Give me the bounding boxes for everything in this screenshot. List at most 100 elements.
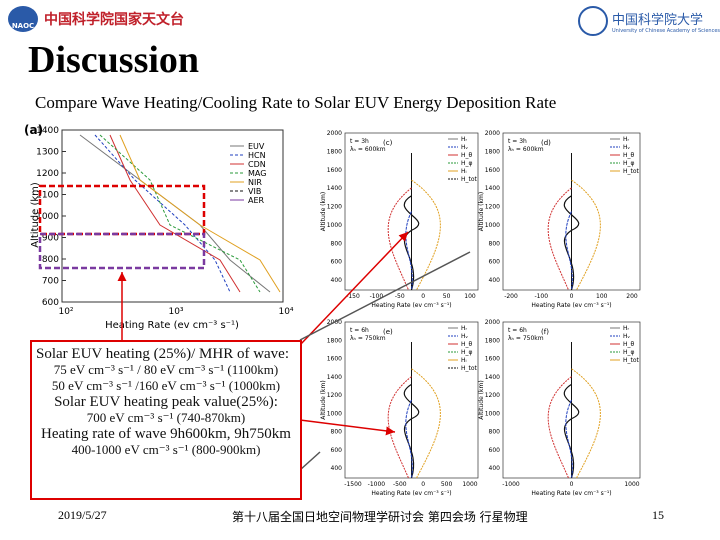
box-heading: Heating rate of wave 9h600km, 9h750km xyxy=(41,426,291,442)
legend-label: H_θ xyxy=(461,341,473,348)
legend-label: MAG xyxy=(248,169,266,178)
highlight-box xyxy=(38,232,206,270)
y-tick-label: 400 xyxy=(331,277,343,284)
y-tick-label: 1000 xyxy=(485,222,500,229)
x-tick-label: -150 xyxy=(346,293,360,300)
arrow xyxy=(299,451,321,471)
y-tick-label: 1300 xyxy=(36,148,59,158)
y-tick-label: 800 xyxy=(489,429,501,436)
y-axis-label: Altitude (km) xyxy=(30,182,41,248)
y-tick-label: 700 xyxy=(42,277,59,287)
y-tick-label: 1400 xyxy=(36,126,59,136)
y-tick-label: 900 xyxy=(42,234,59,244)
panel-param: λₕ = 750km xyxy=(508,335,544,342)
legend-label: H_φ xyxy=(461,160,473,167)
x-axis-label: Heating Rate (ev cm⁻³ s⁻¹) xyxy=(531,302,611,309)
box-line: 400-1000 eV cm⁻³ s⁻¹ (800-900km) xyxy=(71,442,261,457)
x-tick-label: -500 xyxy=(393,481,407,488)
legend-label: Hᵣ xyxy=(623,136,630,143)
box-line: 75 eV cm⁻³ s⁻¹ / 80 eV cm⁻³ s⁻¹ (1100km) xyxy=(53,362,279,377)
y-tick-label: 1600 xyxy=(327,356,342,363)
legend-label: Hᵣ xyxy=(623,325,630,332)
y-tick-label: 1000 xyxy=(327,410,342,417)
y-tick-label: 600 xyxy=(42,298,59,308)
y-tick-label: 400 xyxy=(489,465,501,472)
y-tick-label: 800 xyxy=(331,240,343,247)
box-heading: Solar EUV heating (25%)/ MHR of wave: xyxy=(36,346,290,362)
y-tick-label: 800 xyxy=(489,240,501,247)
right-logo: 中国科学院大学 University of Chinese Academy of… xyxy=(578,6,720,36)
y-tick-label: 1800 xyxy=(485,337,500,344)
legend-label: H_φ xyxy=(623,160,635,167)
y-tick-label: 600 xyxy=(331,447,343,454)
legend-label: H_tot xyxy=(623,168,640,175)
panel-param: t = 6h xyxy=(508,327,527,334)
y-tick-label: 1600 xyxy=(485,167,500,174)
x-tick-label: -1500 xyxy=(344,481,362,488)
y-axis-label: Altitude (km) xyxy=(320,192,327,231)
curve xyxy=(571,179,601,291)
panel-param: λₕ = 600km xyxy=(508,146,544,153)
y-tick-label: 1400 xyxy=(485,374,500,381)
curve xyxy=(563,383,580,479)
footer-event: 第十八届全国日地空间物理学研讨会 第四会场 行星物理 xyxy=(232,510,528,524)
x-tick-label: 100 xyxy=(464,293,476,300)
y-tick-label: 400 xyxy=(331,465,343,472)
legend-label: Hᵢ xyxy=(461,357,467,364)
legend-label: Hᵥ xyxy=(461,333,469,340)
panel-param: λₕ = 750km xyxy=(350,335,386,342)
curve xyxy=(109,134,241,293)
x-tick-label: 10³ xyxy=(168,307,183,317)
footer-date: 2019/5/27 xyxy=(58,508,107,522)
legend-label: Hᵢ xyxy=(461,168,467,175)
y-tick-label: 1400 xyxy=(327,374,342,381)
legend-label: H_tot xyxy=(461,176,478,183)
legend-label: H_tot xyxy=(623,357,640,364)
box-line: 50 eV cm⁻³ s⁻¹ /160 eV cm⁻³ s⁻¹ (1000km) xyxy=(51,378,281,393)
curve xyxy=(387,376,412,479)
y-tick-label: 1000 xyxy=(485,410,500,417)
x-tick-label: 100 xyxy=(596,293,608,300)
legend-label: H_θ xyxy=(461,152,473,159)
x-axis-label: Heating Rate (ev cm⁻³ s⁻¹) xyxy=(371,302,451,309)
y-tick-label: 600 xyxy=(331,259,343,266)
curve xyxy=(565,211,573,291)
slide-title: Discussion xyxy=(28,39,200,81)
y-tick-label: 800 xyxy=(331,429,343,436)
legend-label: CDN xyxy=(248,160,266,169)
y-tick-label: 1800 xyxy=(327,148,342,155)
panel-label: (a) xyxy=(24,123,43,137)
arrow xyxy=(299,231,409,346)
x-tick-label: -50 xyxy=(395,293,405,300)
curve xyxy=(411,179,441,291)
x-tick-label: 200 xyxy=(626,293,638,300)
legend-label: H_θ xyxy=(623,152,635,159)
logo-text-group: 中国科学院大学 University of Chinese Academy of… xyxy=(612,9,720,34)
y-tick-label: 1100 xyxy=(36,191,59,201)
logo-mark xyxy=(578,6,608,36)
curve xyxy=(403,195,420,291)
x-tick-label: 0 xyxy=(421,481,425,488)
box-line: 700 eV cm⁻³ s⁻¹ (740-870km) xyxy=(86,410,246,425)
y-tick-label: 1800 xyxy=(485,148,500,155)
legend-label: AER xyxy=(248,196,265,205)
curve xyxy=(571,368,601,479)
logo-subtext: University of Chinese Academy of Science… xyxy=(612,27,720,34)
curve xyxy=(99,134,261,293)
y-tick-label: 2000 xyxy=(485,319,500,326)
panel-param: λₕ = 600km xyxy=(350,146,386,153)
x-tick-label: -100 xyxy=(534,293,548,300)
y-tick-label: 400 xyxy=(489,277,501,284)
y-tick-label: 1200 xyxy=(327,392,342,399)
curve xyxy=(547,376,572,479)
legend-label: H_tot xyxy=(461,365,478,372)
y-tick-label: 1400 xyxy=(327,185,342,192)
x-tick-label: 10⁴ xyxy=(278,307,293,317)
legend-label: HCN xyxy=(248,151,266,160)
legend-label: Hᵣ xyxy=(461,325,468,332)
panel-label: (c) xyxy=(383,139,393,147)
y-tick-label: 1200 xyxy=(485,204,500,211)
x-tick-label: 1000 xyxy=(624,481,639,488)
